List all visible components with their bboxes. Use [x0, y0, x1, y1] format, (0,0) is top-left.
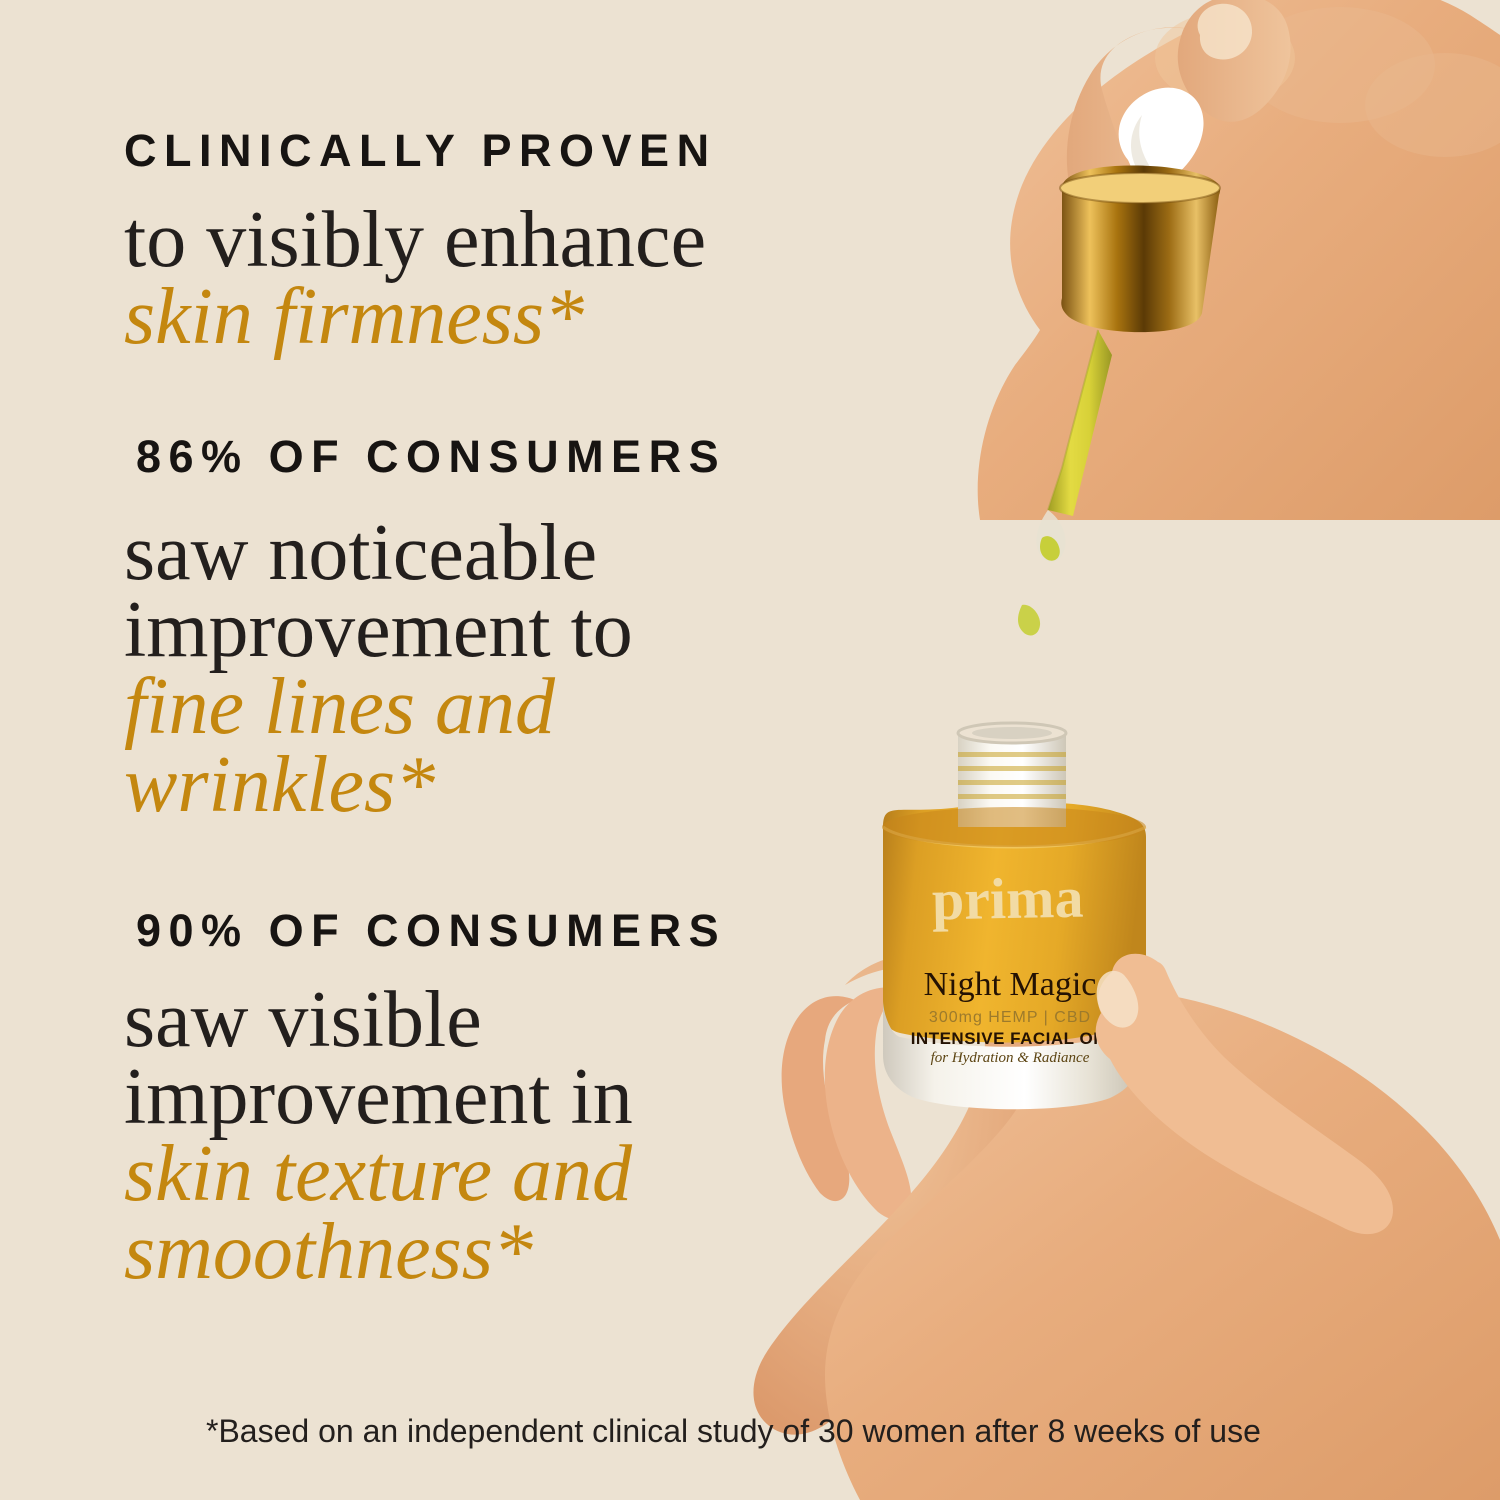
svg-text:prima: prima — [931, 865, 1084, 933]
svg-text:INTENSIVE FACIAL OIL: INTENSIVE FACIAL OIL — [911, 1029, 1110, 1048]
svg-text:Night Magic: Night Magic — [924, 966, 1097, 1003]
svg-text:for Hydration & Radiance: for Hydration & Radiance — [931, 1050, 1090, 1066]
svg-text:300mg HEMP | CBD: 300mg HEMP | CBD — [929, 1009, 1091, 1026]
